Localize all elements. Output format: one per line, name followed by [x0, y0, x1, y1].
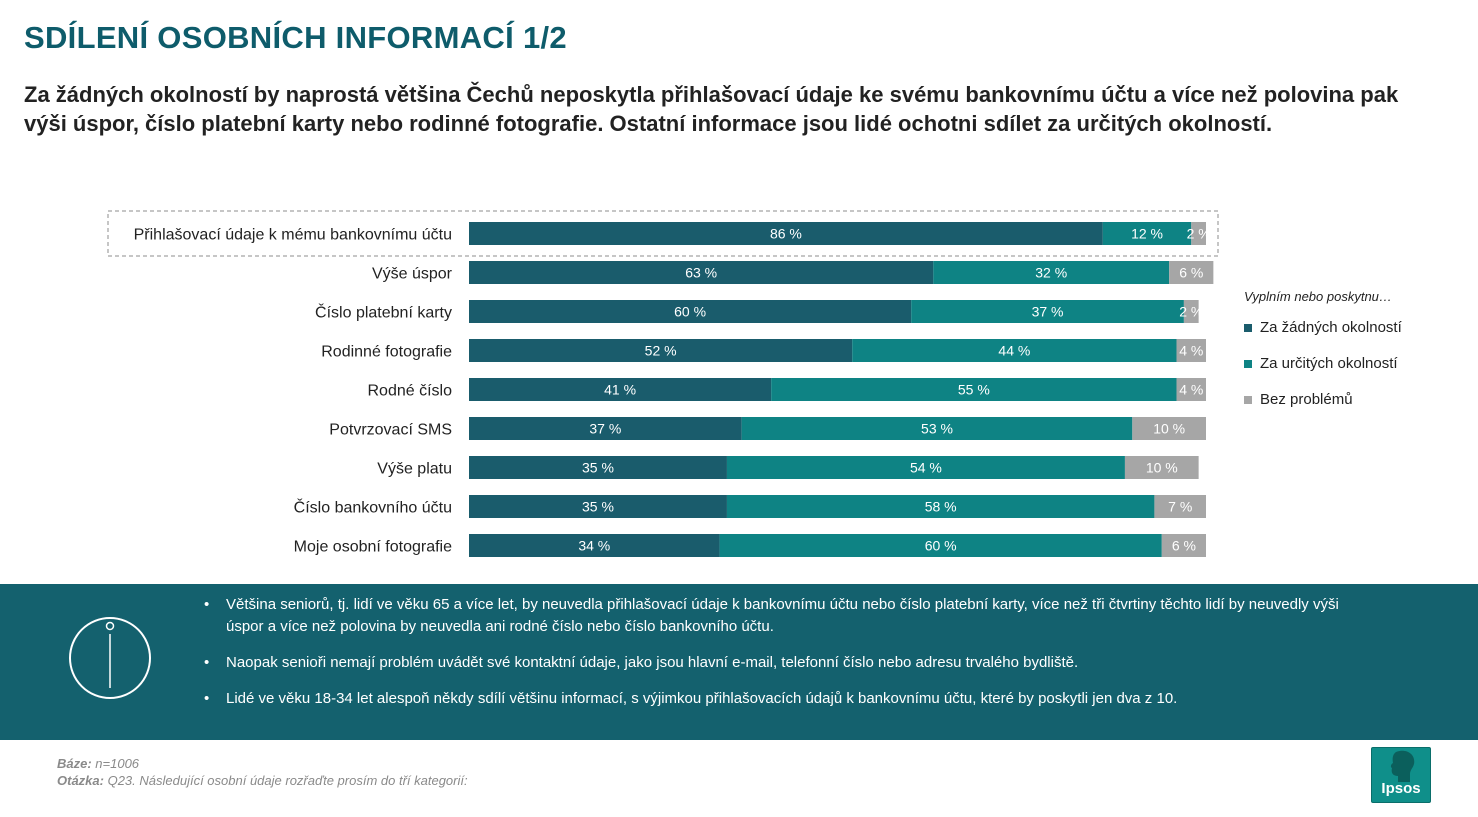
page-subtitle: Za žádných okolností by naprostá většina… [24, 82, 1399, 136]
logo-text: Ipsos [1381, 780, 1421, 797]
base-note: Báze: n=1006 [57, 755, 468, 772]
category-label: Číslo platební karty [315, 303, 452, 322]
bar-segment [1176, 339, 1206, 362]
bar-segment [469, 339, 853, 362]
category-label: Výše platu [377, 461, 452, 478]
bar-segment [933, 261, 1170, 284]
bar-segment [1176, 378, 1206, 401]
bar-segment [469, 261, 934, 284]
data-label: 54 % [910, 460, 942, 476]
data-label: 55 % [958, 382, 990, 398]
data-label: 10 % [1146, 460, 1178, 476]
bar-segment [469, 417, 742, 440]
data-label: 34 % [578, 538, 610, 554]
legend-item-none: Za žádných okolností [1244, 319, 1402, 336]
data-label: 58 % [925, 499, 957, 515]
question-label: Otázka: [57, 773, 104, 788]
chart-legend: Vyplním nebo poskytnu… Za žádných okolno… [1244, 289, 1402, 427]
category-label: Rodné číslo [368, 383, 453, 400]
data-label: 41 % [604, 382, 636, 398]
data-label: 12 % [1131, 226, 1163, 242]
bar-segment [726, 495, 1155, 518]
data-label: 35 % [582, 499, 614, 515]
category-label: Rodinné fotografie [321, 344, 452, 361]
data-label: 63 % [685, 265, 717, 281]
bar-segment [469, 378, 772, 401]
base-value: n=1006 [91, 756, 140, 771]
data-label: 60 % [925, 538, 957, 554]
data-label: 6 % [1172, 538, 1196, 554]
data-label: 10 % [1153, 421, 1185, 437]
legend-swatch [1244, 323, 1252, 332]
question-value: Q23. Následující osobní údaje rozřaďte p… [103, 773, 468, 788]
category-label: Výše úspor [372, 266, 453, 283]
legend-swatch [1244, 395, 1252, 404]
category-label: Moje osobní fotografie [294, 539, 452, 556]
bar-segment [1191, 222, 1206, 245]
bar-segment [1132, 417, 1206, 440]
bar-segment [469, 456, 727, 479]
category-label: Číslo bankovního účtu [294, 498, 452, 517]
stacked-bar-chart: Přihlašovací údaje k mému bankovnímu účt… [107, 210, 1219, 557]
page-title: SDÍLENÍ OSOBNÍCH INFORMACÍ 1/2 [24, 20, 567, 55]
legend-title: Vyplním nebo poskytnu… [1244, 289, 1392, 304]
highlight-box [107, 210, 1219, 257]
bar-segment [726, 456, 1125, 479]
bar-segment [1183, 300, 1199, 323]
legend-item-no-problem: Bez problémů [1244, 391, 1402, 408]
data-label: 44 % [998, 343, 1030, 359]
bar-segment [911, 300, 1184, 323]
data-label: 37 % [1032, 304, 1064, 320]
ipsos-head-icon [1390, 750, 1415, 782]
legend-item-some: Za určitých okolností [1244, 355, 1402, 372]
data-label: 86 % [770, 226, 802, 242]
data-label: 52 % [645, 343, 677, 359]
legend-label: Za žádných okolností [1260, 319, 1402, 336]
bar-segment [469, 300, 912, 323]
bar-segment [1154, 495, 1206, 518]
bar-segment [1169, 261, 1214, 284]
insights-list: Většina seniorů, tj. lidí ve věku 65 a v… [204, 594, 1354, 724]
data-label: 53 % [921, 421, 953, 437]
insight-bullet: Lidé ve věku 18-34 let alespoň někdy sdí… [204, 688, 1354, 710]
bar-segment [469, 222, 1103, 245]
data-label: 7 % [1168, 499, 1192, 515]
bar-segment [741, 417, 1133, 440]
bar-segment [771, 378, 1177, 401]
ipsos-logo: Ipsos [1371, 747, 1431, 803]
bar-segment [719, 534, 1162, 557]
bar-segment [469, 495, 727, 518]
bar-segment [469, 534, 720, 557]
bar-segment [1124, 456, 1199, 479]
data-label: 32 % [1035, 265, 1067, 281]
footer-notes: Báze: n=1006 Otázka: Q23. Následující os… [57, 755, 468, 789]
data-label: 6 % [1179, 265, 1203, 281]
insight-bullet: Většina seniorů, tj. lidí ve věku 65 a v… [204, 594, 1354, 638]
info-icon [69, 617, 151, 699]
data-label: 4 % [1179, 382, 1203, 398]
legend-label: Za určitých okolností [1260, 355, 1398, 372]
base-label: Báze: [57, 756, 92, 771]
category-label: Přihlašovací údaje k mému bankovnímu účt… [134, 227, 452, 244]
bar-segment [852, 339, 1177, 362]
insight-bullet: Naopak senioři nemají problém uvádět své… [204, 652, 1354, 674]
bar-segment [1102, 222, 1192, 245]
question-note: Otázka: Q23. Následující osobní údaje ro… [57, 772, 468, 789]
data-label: 60 % [674, 304, 706, 320]
data-label: 2 % [1187, 226, 1211, 242]
data-label: 35 % [582, 460, 614, 476]
data-label: 37 % [589, 421, 621, 437]
insights-panel: Většina seniorů, tj. lidí ve věku 65 a v… [0, 584, 1478, 740]
data-label: 2 % [1179, 304, 1203, 320]
data-label: 4 % [1179, 343, 1203, 359]
legend-swatch [1244, 359, 1252, 368]
bar-segment [1161, 534, 1206, 557]
legend-label: Bez problémů [1260, 391, 1353, 408]
category-label: Potvrzovací SMS [329, 422, 452, 439]
